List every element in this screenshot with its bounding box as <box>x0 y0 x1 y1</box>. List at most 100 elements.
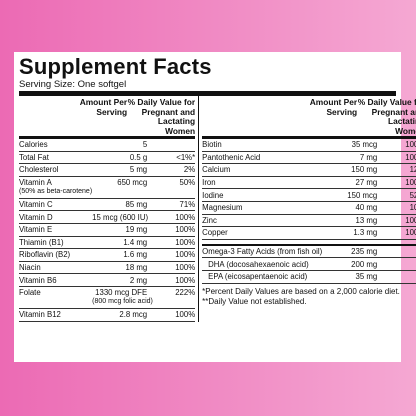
nutrient-name-text: Iron <box>202 178 216 188</box>
nutrient-daily-value: ** <box>377 260 416 269</box>
nutrient-amount-text: 150 mcg <box>347 190 378 200</box>
nutrient-amount: 150 mg <box>322 165 377 174</box>
nutrient-amount: 1330 mcg DFE (800 mcg folic acid) <box>92 288 153 306</box>
nutrient-amount-text: 27 mg <box>355 178 378 188</box>
nutrient-daily-value: 100% <box>405 228 416 238</box>
nutrient-row: Thiamin (B1) 1.4 mg 100% <box>19 237 196 250</box>
nutrient-amount: 1.4 mg <box>92 238 147 247</box>
dv-header: % Daily Value for Pregnant and Lactating… <box>127 97 196 136</box>
nutrient-name-text: Cholesterol <box>19 165 59 175</box>
nutrient-amount-text: 5 <box>142 140 148 150</box>
supplement-facts-panel: Supplement Facts Serving Size: One softg… <box>14 52 416 362</box>
nutrient-name: Vitamin B6 <box>19 276 92 285</box>
nutrient-amount: 13 mg <box>322 216 378 225</box>
footnote-dv: *Percent Daily Values are based on a 2,0… <box>202 286 400 296</box>
serving-size: Serving Size: One softgel <box>19 79 127 90</box>
nutrient-name-text: DHA (docosahexaenoic acid) <box>208 259 309 269</box>
nutrient-amount-text: 2.8 mcg <box>119 310 148 320</box>
nutrient-name: Calories <box>19 140 92 149</box>
nutrient-daily-value: 100% <box>405 215 416 225</box>
nutrient-amount-text: 35 mg <box>355 272 378 282</box>
nutrient-row: Omega-3 Fatty Acids (from fish oil) 235 m… <box>202 246 416 259</box>
nutrient-amount: 85 mg <box>92 200 147 209</box>
nutrient-name: Vitamin A (50% as beta-carotene) <box>19 178 92 196</box>
nutrient-name: Riboflavin (B2) <box>19 250 92 259</box>
nutrient-daily-value: ** <box>377 272 416 281</box>
nutrient-name-text: Iodine <box>202 190 224 200</box>
nutrient-row: Calcium 150 mg 12% <box>202 164 416 177</box>
nutrient-daily-value: 222% <box>175 287 196 297</box>
nutrient-amount: 27 mg <box>322 178 378 188</box>
nutrient-amount: 650 mcg <box>92 178 147 187</box>
nutrient-amount: 19 mg <box>92 225 147 234</box>
nutrient-row: Iron 27 mg 100% <box>202 177 416 190</box>
nutrient-name-text: Vitamin A <box>19 177 52 187</box>
nutrient-row: Vitamin B6 2 mg 100% <box>19 274 196 287</box>
nutrient-name: Cholesterol <box>19 165 92 174</box>
nutrient-amount: 2 mg <box>92 276 147 285</box>
nutrient-name: Biotin <box>202 140 322 149</box>
dv-header: % Daily Value for Pregnant and Lactating… <box>357 97 416 136</box>
nutrient-daily-value: 100% <box>175 275 196 285</box>
nutrient-amount: 235 mg <box>322 247 377 256</box>
nutrient-name: Total Fat <box>19 153 92 162</box>
nutrient-amount-text: 15 mcg (600 IU) <box>92 212 149 222</box>
nutrient-row: EPA (eicosapentaenoic acid) 35 mg** <box>202 271 416 284</box>
nutrient-name: Folate <box>19 288 92 297</box>
nutrient-daily-value: 100% <box>175 263 196 273</box>
nutrient-name: Copper <box>202 228 322 237</box>
panel-title: Supplement Facts <box>19 54 212 79</box>
nutrient-name: Thiamin (B1) <box>19 238 92 247</box>
nutrient-amount: 35 mg <box>322 272 378 282</box>
facts-columns: Amount Per Serving % Daily Value for Pre… <box>19 96 416 322</box>
left-header: Amount Per Serving % Daily Value for Pre… <box>19 96 195 136</box>
nutrient-amount: 1.3 mg <box>322 228 377 237</box>
nutrient-name: Zinc <box>202 216 322 225</box>
nutrient-name-text: EPA (eicosapentaenoic acid) <box>208 272 308 282</box>
nutrient-daily-value: 100% <box>175 225 196 235</box>
nutrient-daily-value: ** <box>377 247 416 256</box>
nutrient-amount: 5 <box>92 140 147 149</box>
nutrient-row: Cholesterol 5 mg 2% <box>19 164 196 177</box>
nutrient-daily-value: 52% <box>409 190 416 200</box>
nutrient-name: Vitamin E <box>19 225 92 234</box>
nutrient-name-text: Vitamin B12 <box>19 310 61 320</box>
nutrient-amount: 5 mg <box>92 165 147 174</box>
nutrient-row: Vitamin E 19 mg 100% <box>19 224 196 237</box>
right-column: Amount Per Serving % Daily Value for Pre… <box>199 96 416 322</box>
nutrient-amount-text: 1.3 mg <box>353 228 378 238</box>
nutrient-daily-value: 100% <box>175 250 196 260</box>
nutrient-name-text: Omega-3 Fatty Acids (from fish oil) <box>202 247 323 257</box>
nutrient-name-text: Zinc <box>202 215 217 225</box>
nutrient-name-text: Vitamin E <box>19 225 53 235</box>
nutrient-daily-value: 50% <box>179 177 196 187</box>
nutrient-name: Calcium <box>202 165 322 174</box>
amount-header: Amount Per Serving <box>309 97 358 117</box>
nutrient-amount-text: 650 mcg <box>117 177 148 187</box>
nutrient-daily-value: 12% <box>409 165 416 175</box>
nutrient-row: Total Fat 0.5 g <1%* <box>19 152 196 165</box>
nutrient-amount: 7 mg <box>322 153 377 162</box>
nutrient-name-text: Niacin <box>19 263 41 273</box>
nutrient-row: Vitamin B12 2.8 mcg 100% <box>19 309 196 322</box>
nutrient-name-text: Folate <box>19 287 41 297</box>
nutrient-amount: 40 mg <box>322 203 378 212</box>
nutrient-daily-value: 71% <box>179 200 196 210</box>
left-column: Amount Per Serving % Daily Value for Pre… <box>19 96 200 322</box>
nutrient-name-text: Vitamin C <box>19 200 53 210</box>
header-divider <box>202 136 416 139</box>
nutrient-daily-value: 100% <box>175 212 196 222</box>
nutrient-amount-text: 235 mg <box>351 247 378 257</box>
nutrient-name: Pantothenic Acid <box>202 153 322 162</box>
nutrient-row: DHA (docosahexaenoic acid) 200 mg** <box>202 258 416 271</box>
nutrient-name: Niacin <box>19 263 92 272</box>
nutrient-name-text: Calories <box>19 140 48 150</box>
nutrient-amount: 200 mg <box>322 260 377 269</box>
nutrient-name: DHA (docosahexaenoic acid) <box>202 260 322 269</box>
nutrient-amount: 2.8 mcg <box>92 310 147 319</box>
omega-rows: Omega-3 Fatty Acids (from fish oil) 235 m… <box>202 246 416 284</box>
omega-divider <box>202 240 416 246</box>
nutrient-amount: 18 mg <box>92 263 147 272</box>
header-divider <box>19 136 196 139</box>
nutrient-amount-text: 1.4 mg <box>123 237 148 247</box>
